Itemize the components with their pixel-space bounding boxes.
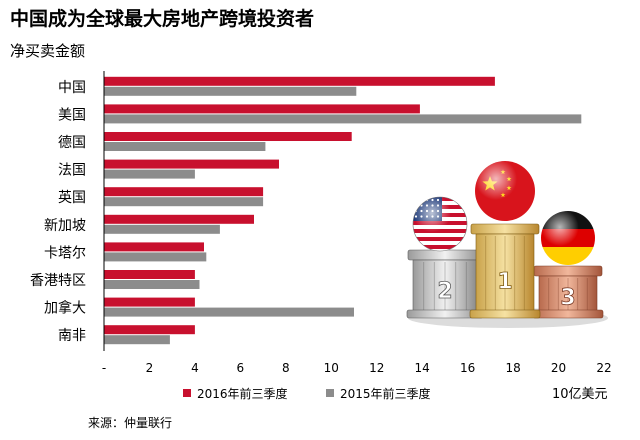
podium-column xyxy=(538,275,598,313)
china-flag-icon xyxy=(475,161,535,221)
category-label: 南非 xyxy=(58,328,86,344)
podium-third: 3 xyxy=(532,265,604,319)
bar xyxy=(104,297,195,307)
category-label: 英国 xyxy=(58,189,86,206)
podium-base xyxy=(532,309,604,319)
unit-label: 10亿美元 xyxy=(552,387,608,402)
podium-cap xyxy=(470,223,540,235)
legend: 2016年前三季度 2015年前三季度 xyxy=(183,386,431,401)
x-tick-label: 2 xyxy=(146,361,154,375)
germany-flag-icon xyxy=(541,211,595,265)
bar xyxy=(104,76,495,86)
podium-rank-number: 1 xyxy=(497,269,512,294)
category-label: 中国 xyxy=(58,80,86,96)
category-label: 加拿大 xyxy=(44,300,86,317)
legend-label: 2016年前三季度 xyxy=(197,386,288,401)
category-label: 新加坡 xyxy=(44,218,86,234)
category-label: 香港特区 xyxy=(30,273,86,289)
podium-first: 1 xyxy=(469,223,541,319)
chart-title: 中国成为全球最大房地产跨境投资者 xyxy=(10,8,315,30)
bar xyxy=(104,270,195,279)
bar xyxy=(104,187,264,197)
chart-subtitle: 净买卖金额 xyxy=(10,42,86,60)
bar xyxy=(104,335,170,345)
podium-cap xyxy=(533,265,603,277)
x-tick-label: 20 xyxy=(551,361,566,375)
x-tick-label: 22 xyxy=(596,361,611,375)
bar xyxy=(104,114,582,124)
x-tick-label: 14 xyxy=(415,361,430,375)
bar xyxy=(104,325,195,335)
podium-column xyxy=(475,233,535,313)
legend-swatch xyxy=(183,389,191,397)
bar xyxy=(104,159,279,169)
legend-swatch xyxy=(326,389,334,397)
bar xyxy=(104,132,352,141)
category-label: 德国 xyxy=(58,135,86,151)
bar xyxy=(104,307,354,317)
bar xyxy=(104,242,204,252)
category-label: 卡塔尔 xyxy=(44,245,86,261)
x-tick-label: 10 xyxy=(324,361,339,375)
x-tick-label: 16 xyxy=(460,361,475,375)
bar xyxy=(104,197,264,207)
bar xyxy=(104,214,254,224)
bar xyxy=(104,104,420,114)
usa-flag-icon xyxy=(413,197,467,251)
bar xyxy=(104,224,220,234)
category-label: 美国 xyxy=(58,107,86,123)
bar xyxy=(104,86,357,96)
category-label: 法国 xyxy=(58,163,86,179)
x-tick-label: 4 xyxy=(191,361,199,375)
podium-second: 2 xyxy=(406,249,484,319)
podium-base xyxy=(469,309,541,319)
podium-column xyxy=(412,259,478,313)
usa-flag-outline xyxy=(412,196,468,252)
x-tick-label: 8 xyxy=(282,361,290,375)
bar xyxy=(104,169,195,179)
x-tick-label: 6 xyxy=(237,361,245,375)
podium-rank-number: 2 xyxy=(437,279,452,304)
podium-illustration: 2 3 1 xyxy=(406,161,608,328)
podium-cap xyxy=(407,249,483,261)
x-tick-label: 18 xyxy=(505,361,520,375)
x-tick-label: - xyxy=(102,361,106,375)
source-note: 来源：仲量联行 xyxy=(88,416,173,430)
podium-rank-number: 3 xyxy=(560,285,575,310)
bar xyxy=(104,252,207,262)
x-tick-label: 12 xyxy=(369,361,384,375)
legend-label: 2015年前三季度 xyxy=(340,386,431,401)
bar xyxy=(104,280,200,289)
bar xyxy=(104,142,266,151)
